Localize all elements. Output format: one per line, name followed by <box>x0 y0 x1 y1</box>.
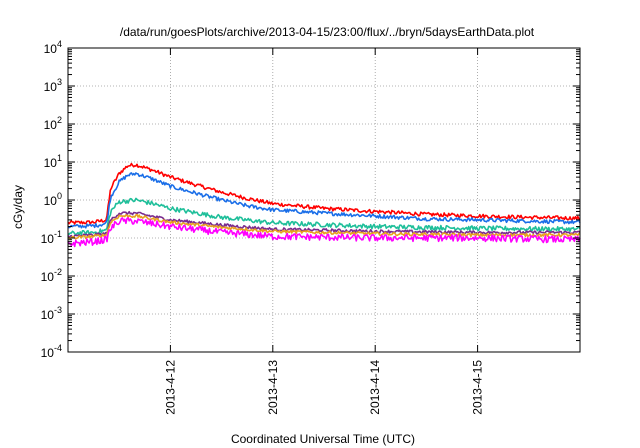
x-axis-label: Coordinated Universal Time (UTC) <box>231 432 415 446</box>
y-tick-label: 104 <box>44 39 62 56</box>
series-line-6 <box>67 217 581 248</box>
y-tick-label: 101 <box>44 153 62 170</box>
y-tick-label: 10-4 <box>41 343 62 360</box>
chart-title: /data/run/goesPlots/archive/2013-04-15/2… <box>120 25 535 39</box>
y-ticks: 10-4 10-3 10-2 10-1 100 101 102 103 104 <box>41 39 580 360</box>
series-layer <box>67 162 581 248</box>
series-line-3 <box>67 197 581 236</box>
y-tick-label: 102 <box>44 115 62 132</box>
y-axis-label: cGy/day <box>11 185 25 229</box>
y-tick-label: 10-3 <box>41 305 62 322</box>
grid <box>68 48 580 352</box>
y-tick-label: 103 <box>44 77 62 94</box>
x-ticks: 2013-4-12 2013-4-13 2013-4-14 2013-4-15 <box>163 48 485 415</box>
series-line-2 <box>67 172 581 229</box>
series-line-4 <box>67 210 581 239</box>
x-tick-label: 2013-4-14 <box>368 360 382 415</box>
y-tick-label: 100 <box>44 191 62 208</box>
x-tick-label: 2013-4-15 <box>471 360 485 415</box>
x-tick-label: 2013-4-13 <box>266 360 280 415</box>
series-line-1 <box>67 162 581 225</box>
y-tick-label: 10-1 <box>41 229 62 246</box>
x-tick-label: 2013-4-12 <box>163 360 177 415</box>
y-tick-label: 10-2 <box>41 267 62 284</box>
